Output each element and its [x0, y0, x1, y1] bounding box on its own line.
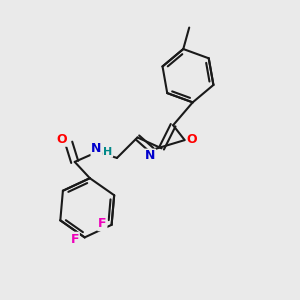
Text: N: N — [91, 142, 102, 155]
Text: O: O — [187, 133, 197, 146]
Text: F: F — [70, 232, 79, 246]
Text: H: H — [103, 147, 112, 157]
Text: O: O — [57, 133, 68, 146]
Text: N: N — [145, 149, 155, 162]
Text: F: F — [98, 218, 106, 230]
